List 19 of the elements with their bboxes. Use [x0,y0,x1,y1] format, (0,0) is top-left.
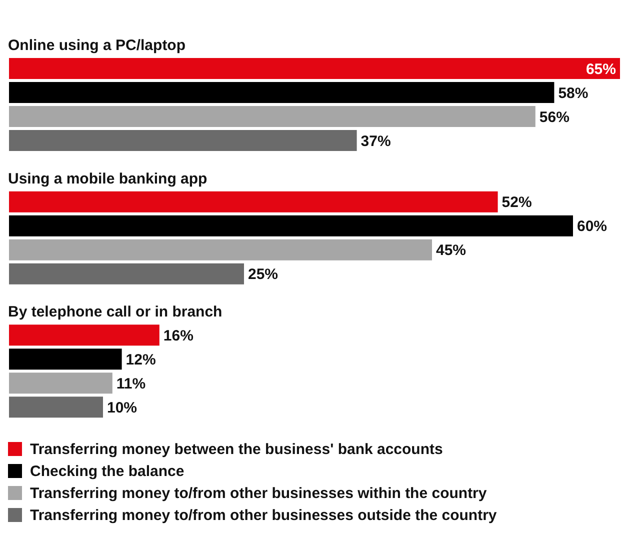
legend-label: Transferring money to/from other businesses within the country [30,484,487,502]
legend-label: Transferring money to/from other businesses outside the country [30,506,497,524]
data-label: 11% [116,375,146,392]
y-tick-label: By telephone call or in branch [8,304,222,321]
data-label: 60% [577,218,608,236]
legend-label: Transferring money between the business' bank accounts [30,440,443,458]
y-tick-label: Using a mobile banking app [8,170,208,188]
data-label: 56% [539,108,570,126]
data-label: 37% [360,132,391,150]
data-label: 12% [126,351,156,368]
data-label: 58% [558,84,588,102]
data-label: 45% [436,242,466,260]
data-label: 10% [107,399,138,416]
y-tick-label: Online using a PC/laptop [8,37,186,54]
data-label: 65% [586,60,616,78]
data-label: 52% [502,194,532,212]
data-label: 16% [163,327,194,344]
data-label: 25% [248,266,278,284]
legend-label: Checking the balance [30,462,184,480]
